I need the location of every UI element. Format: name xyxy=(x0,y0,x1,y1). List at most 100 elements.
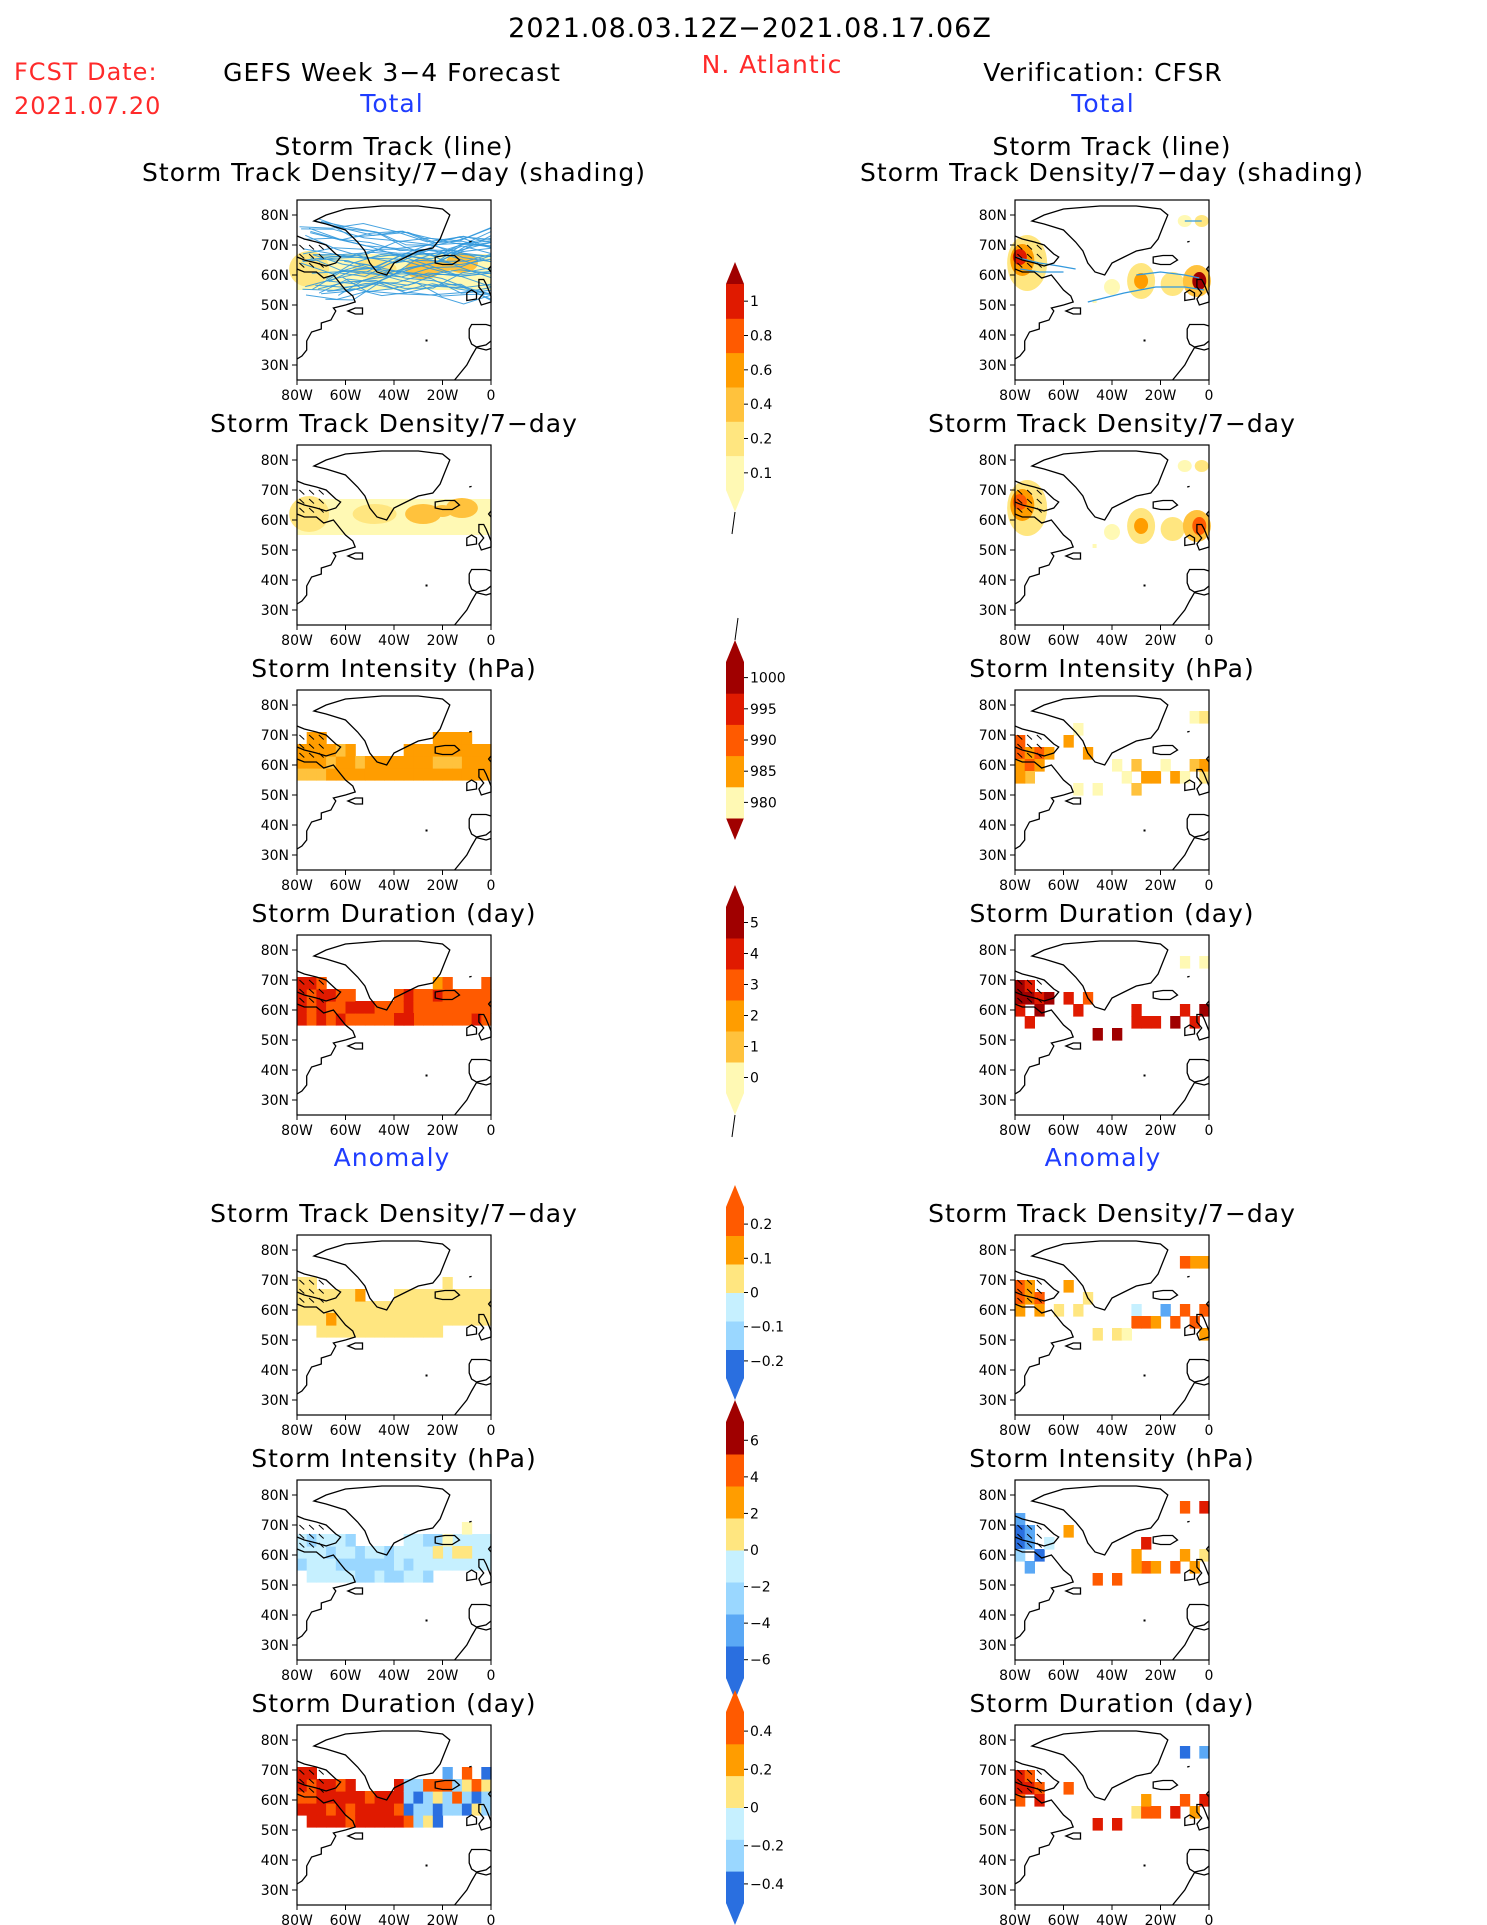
storm-track-line xyxy=(1087,286,1205,303)
grid-cell xyxy=(481,1791,492,1804)
density-blob xyxy=(1012,494,1027,510)
grid-cell xyxy=(1015,735,1026,748)
grid-cell xyxy=(442,1313,453,1326)
lat-tick-label: 40N xyxy=(979,1063,1007,1079)
grid-cell xyxy=(306,1803,317,1816)
colorbar-tick-label: 0.4 xyxy=(750,397,772,413)
grid-cell xyxy=(1015,1794,1026,1807)
grid-cell xyxy=(1150,1561,1162,1574)
grid-cell xyxy=(316,768,327,781)
grid-cell xyxy=(364,1815,376,1828)
storm-track-line xyxy=(315,283,492,295)
grid-cell xyxy=(345,989,356,1002)
map-panel-left-track: 80N 70N 60N 50N 40N 30N 80W 60W 40W 20W 0 xyxy=(261,199,495,404)
colorbar-tick-label: −0.4 xyxy=(750,1877,784,1893)
grid-cell xyxy=(364,768,376,781)
grid-cell xyxy=(364,756,376,769)
grid-cell xyxy=(326,1534,337,1547)
grid-cell xyxy=(1024,771,1035,784)
grid-cell xyxy=(1112,1573,1123,1586)
grid-cell xyxy=(432,1301,444,1314)
grid-cell xyxy=(335,1289,347,1302)
grid-cell xyxy=(452,768,463,781)
grid-cell xyxy=(316,1013,327,1026)
grid-cell xyxy=(306,1779,317,1792)
grid-cell xyxy=(413,989,424,1002)
density-blob xyxy=(1104,524,1120,540)
grid-cell xyxy=(442,756,453,769)
lat-tick-label: 70N xyxy=(979,1518,1007,1534)
grid-cell xyxy=(297,1534,308,1547)
grid-cell xyxy=(1199,1794,1210,1807)
density-blob xyxy=(445,253,478,273)
grid-cell xyxy=(1199,711,1210,724)
grid-cell xyxy=(481,1001,492,1014)
grid-cell xyxy=(442,768,453,781)
grid-cell xyxy=(297,1779,308,1792)
lon-tick-label: 20W xyxy=(1145,1668,1177,1684)
lat-tick-label: 80N xyxy=(261,943,289,959)
density-blob xyxy=(1104,279,1120,295)
grid-cell xyxy=(335,989,347,1002)
grid-cell xyxy=(1015,992,1026,1005)
grid-cell xyxy=(1063,735,1074,748)
grid-cell xyxy=(355,768,366,781)
grid-cell xyxy=(345,1815,356,1828)
storm-track-line xyxy=(1019,268,1064,273)
lon-tick-label: 40W xyxy=(1096,1123,1128,1139)
grid-cell xyxy=(1199,1746,1210,1759)
grid-cell xyxy=(326,1301,337,1314)
lat-tick-label: 80N xyxy=(979,943,1007,959)
grid-cell xyxy=(1131,1004,1142,1017)
grid-cell xyxy=(355,1803,366,1816)
colorbar-duration_total: 5 4 3 2 1 0 xyxy=(726,885,759,1138)
lat-tick-label: 30N xyxy=(261,603,289,619)
grid-cell xyxy=(306,1815,317,1828)
grid-cell xyxy=(1199,956,1210,969)
lon-tick-label: 20W xyxy=(1145,878,1177,894)
grid-cell xyxy=(316,1313,327,1326)
density-blob xyxy=(1177,460,1192,472)
density-blob xyxy=(1160,272,1185,296)
grid-cell xyxy=(1024,1561,1035,1574)
grid-cell xyxy=(355,1013,366,1026)
lon-tick-label: 0 xyxy=(1205,1423,1214,1439)
grid-cell xyxy=(326,1558,337,1571)
grid-cell xyxy=(297,1301,308,1314)
grid-cell xyxy=(442,1013,453,1026)
colorbar-tick-label: 0 xyxy=(750,1286,759,1302)
storm-track-line xyxy=(302,247,492,257)
grid-cell xyxy=(1024,980,1035,993)
lat-tick-label: 60N xyxy=(261,513,289,529)
grid-cell xyxy=(471,1534,482,1547)
grid-cell xyxy=(452,1791,463,1804)
grid-cell xyxy=(326,1815,337,1828)
grid-cell xyxy=(384,1325,395,1338)
grid-cell xyxy=(326,1013,337,1026)
grid-cell xyxy=(1015,1513,1026,1526)
grid-cell xyxy=(326,1546,337,1559)
lon-tick-label: 40W xyxy=(1096,1668,1128,1684)
lon-tick-label: 80W xyxy=(999,1123,1031,1139)
grid-cell xyxy=(1034,1304,1045,1317)
right-column-title: Verification: CFSR xyxy=(983,58,1223,87)
grid-cell xyxy=(355,1289,366,1302)
lat-tick-label: 80N xyxy=(261,1243,289,1259)
grid-cell xyxy=(1044,992,1055,1005)
grid-cell xyxy=(452,1013,463,1026)
grid-cell xyxy=(316,1301,327,1314)
lon-tick-label: 0 xyxy=(1205,1913,1214,1925)
grid-cell xyxy=(355,1791,366,1804)
lat-tick-label: 50N xyxy=(979,1823,1007,1839)
grid-cell xyxy=(326,1001,337,1014)
grid-cell xyxy=(364,1313,376,1326)
density-blob xyxy=(405,504,442,524)
grid-cell xyxy=(345,1313,356,1326)
grid-cell xyxy=(297,1277,308,1290)
colorbar-tick-label: 0.4 xyxy=(750,1724,772,1740)
colorbar-intensity_total: 1000 995 990 985 980 xyxy=(726,617,786,840)
grid-cell xyxy=(403,1289,414,1302)
lon-tick-label: 60W xyxy=(330,1423,362,1439)
grid-cell xyxy=(442,744,453,757)
grid-cell xyxy=(413,1791,424,1804)
